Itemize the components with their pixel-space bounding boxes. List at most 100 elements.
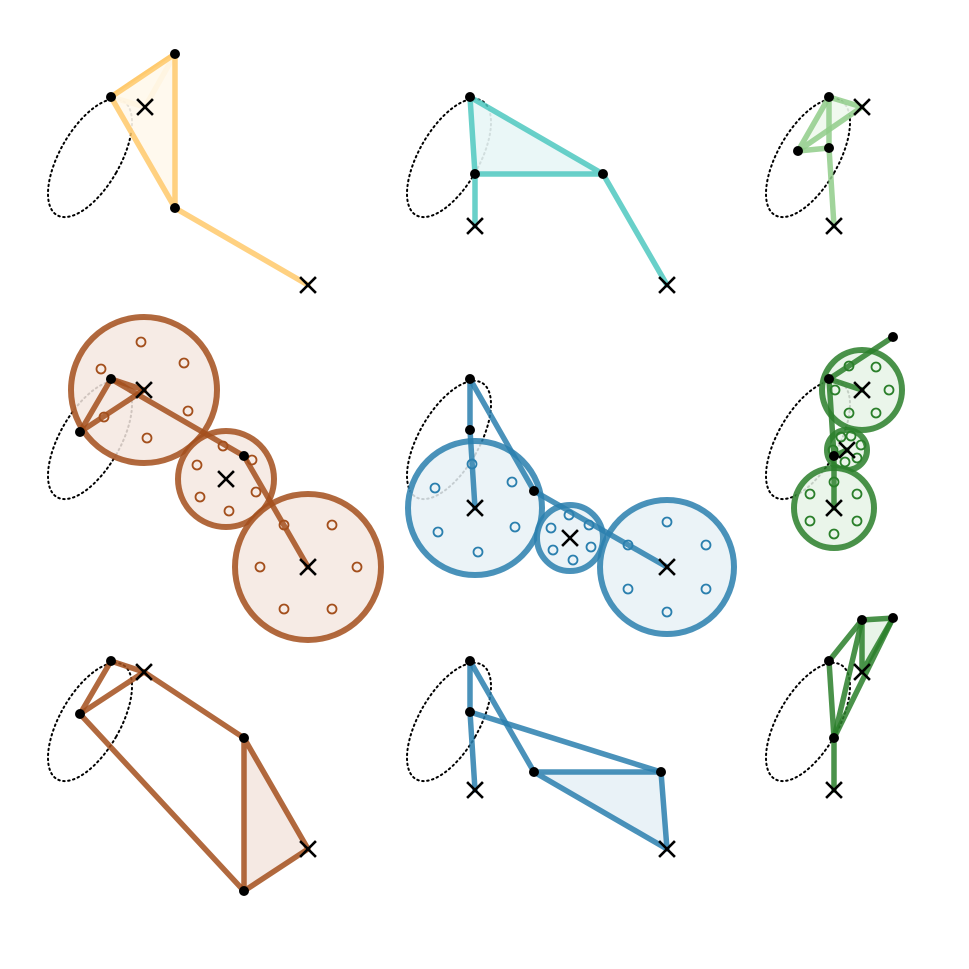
ring-marker-icon (828, 528, 840, 540)
dot-marker-icon (106, 374, 116, 384)
edge-line (826, 376, 837, 459)
ring-marker-icon (567, 554, 579, 566)
ring-marker-icon (182, 405, 194, 417)
ring-marker-icon (98, 411, 110, 423)
cross-marker-icon (658, 276, 676, 294)
ring-marker-icon (622, 539, 634, 551)
cross-marker-icon (466, 781, 484, 799)
cross-stroke (299, 276, 317, 294)
cross-stroke (658, 840, 676, 858)
edge-line (77, 387, 147, 435)
ring-marker-icon (563, 509, 575, 521)
ring-marker-icon (432, 526, 444, 538)
panel-3 (765, 92, 871, 235)
dot-marker-icon (888, 613, 898, 623)
panel-1 (47, 49, 317, 294)
ring-marker-icon (223, 505, 235, 517)
panel-9 (765, 613, 898, 799)
ring-marker-icon (829, 384, 841, 396)
cross-marker-icon (853, 98, 871, 116)
cross-stroke (853, 381, 871, 399)
ring-marker-icon (326, 603, 338, 615)
ring-marker-icon (835, 431, 847, 443)
cross-stroke (658, 558, 676, 576)
dot-marker-icon (529, 486, 539, 496)
ring-marker-icon (843, 407, 855, 419)
ring-marker-icon (700, 539, 712, 551)
dot-marker-icon (170, 49, 180, 59)
edge-line (77, 711, 247, 894)
dot-marker-icon (656, 767, 666, 777)
dot-marker-icon (106, 656, 116, 666)
edge-line (826, 617, 865, 664)
cross-marker-icon (136, 98, 154, 116)
panel-6 (765, 332, 905, 551)
ring-marker-icon (700, 583, 712, 595)
cross-marker-icon (466, 217, 484, 235)
cross-stroke (838, 441, 856, 459)
cross-marker-icon (217, 470, 235, 488)
dot-marker-icon (829, 733, 839, 743)
dot-marker-icon (529, 767, 539, 777)
cross-stroke (466, 499, 484, 517)
ring-marker-icon (870, 407, 882, 419)
edge-line (600, 171, 670, 288)
ring-marker-icon (804, 488, 816, 500)
edge-line (826, 145, 837, 229)
ring-marker-icon (429, 482, 441, 494)
ring-marker-icon (506, 476, 518, 488)
cross-marker-icon (853, 381, 871, 399)
ring-marker-icon (250, 486, 262, 498)
edge-line (77, 376, 114, 435)
edge-line (826, 376, 865, 393)
ring-marker-icon (845, 430, 857, 442)
cross-stroke (136, 98, 154, 116)
ring-marker-icon (194, 491, 206, 503)
ring-marker-icon (839, 456, 851, 468)
dot-marker-icon (793, 146, 803, 156)
cross-marker-icon (853, 663, 871, 681)
ring-marker-icon (851, 515, 863, 527)
ring-marker-icon (278, 519, 290, 531)
filled-triangle (467, 94, 606, 177)
ring-marker-icon (135, 336, 147, 348)
edge-line (108, 376, 247, 459)
panel-2 (406, 92, 676, 294)
ring-marker-icon (661, 516, 673, 528)
cross-marker-icon (299, 276, 317, 294)
cross-stroke (135, 663, 153, 681)
cross-stroke (299, 840, 317, 858)
dotted-ellipse (765, 97, 851, 219)
ring-marker-icon (178, 357, 190, 369)
ring-marker-icon (217, 440, 229, 452)
dot-marker-icon (857, 615, 867, 625)
ring-marker-icon (547, 544, 559, 556)
cross-stroke (853, 98, 871, 116)
cross-stroke (825, 499, 843, 517)
edge-line (467, 709, 478, 793)
dot-marker-icon (824, 656, 834, 666)
cross-marker-icon (135, 663, 153, 681)
ring-marker-icon (583, 519, 595, 531)
cross-stroke (135, 381, 153, 399)
panels-group (47, 49, 905, 896)
dot-marker-icon (598, 169, 608, 179)
dotted-ellipse (47, 97, 133, 219)
dot-marker-icon (465, 92, 475, 102)
ring-marker-icon (509, 521, 521, 533)
dot-marker-icon (239, 886, 249, 896)
dot-marker-icon (106, 92, 116, 102)
edge-line (826, 658, 837, 741)
ring-marker-icon (466, 458, 478, 470)
edge-line (77, 669, 147, 717)
dot-marker-icon (888, 332, 898, 342)
edge-line (108, 658, 147, 675)
dotted-ellipse (406, 661, 492, 783)
cross-marker-icon (466, 499, 484, 517)
cross-stroke (853, 663, 871, 681)
ring-marker-icon (254, 561, 266, 573)
cross-stroke (658, 276, 676, 294)
ring-marker-icon (278, 603, 290, 615)
panel-5 (405, 374, 737, 637)
